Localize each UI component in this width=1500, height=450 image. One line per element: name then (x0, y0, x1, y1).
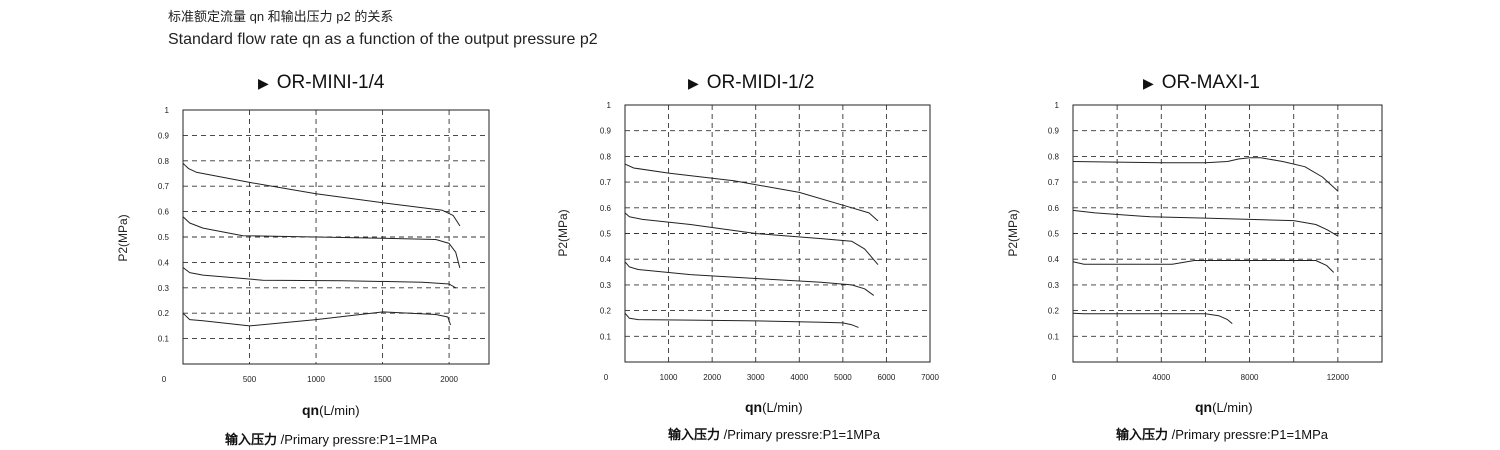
series-line-4 (182, 311, 451, 327)
y-tick-label: 0.2 (600, 307, 612, 316)
x-tick-label: 8000 (1241, 373, 1259, 382)
y-tick-label: 0.3 (158, 284, 170, 293)
play-triangle-icon: ▶ (688, 75, 699, 91)
footnote-cn: 输入压力 (668, 427, 721, 442)
series-line-1 (624, 163, 879, 222)
footnote-en: /Primary pressre:P1=1MPa (277, 432, 438, 447)
x-tick-label: 2000 (440, 375, 458, 384)
y-axis-label: P2(MPa) (116, 214, 130, 261)
x-tick-label: 4000 (790, 373, 808, 382)
footnote-en: /Primary pressre:P1=1MPa (720, 427, 881, 442)
y-tick-label: 1 (1055, 101, 1060, 110)
y-tick-label: 0.3 (1048, 281, 1060, 290)
page-title-chinese: 标准额定流量 qn 和输出压力 p2 的关系 (168, 9, 394, 24)
x-tick-label: 4000 (1152, 373, 1170, 382)
footnote-cn: 输入压力 (225, 432, 278, 447)
plot-frame (1072, 104, 1383, 363)
y-tick-label: 0.1 (1048, 332, 1060, 341)
y-tick-label: 0.6 (600, 204, 612, 213)
footnote-cn: 输入压力 (1116, 427, 1169, 442)
chart-title-mini: ▶ OR-MINI-1/4 (258, 72, 384, 94)
x-tick-label: 1000 (660, 373, 678, 382)
y-tick-label: 0.9 (158, 131, 170, 140)
y-tick-label: 0.2 (158, 309, 170, 318)
series-line-1 (182, 162, 461, 227)
y-tick-label: 0.5 (600, 230, 612, 239)
y-tick-label: 0.3 (600, 281, 612, 290)
series-line-4 (1072, 312, 1233, 324)
y-tick-label: 0.8 (1048, 152, 1060, 161)
footnote-maxi: 输入压力 /Primary pressre:P1=1MPa (1116, 424, 1328, 443)
x-tick-label: 2000 (703, 373, 721, 382)
x-axis-label-main: qn (302, 402, 320, 418)
chart-title-label: OR-MINI-1/4 (276, 72, 385, 93)
series-line-3 (182, 267, 457, 289)
series-line-4 (624, 312, 859, 328)
y-tick-label: 0.1 (600, 332, 612, 341)
x-axis-label-main: qn (1195, 399, 1213, 415)
y-tick-label: 0.7 (600, 178, 612, 187)
x-axis-label-main: qn (745, 399, 763, 415)
series-line-1 (1072, 157, 1339, 192)
y-tick-label: 0.9 (1048, 127, 1060, 136)
x-axis-label-unit: (L/min) (319, 403, 360, 418)
y-tick-label: 0.4 (600, 255, 612, 264)
y-tick-label: 1 (607, 101, 612, 110)
x-tick-label: 0 (1052, 373, 1057, 382)
plot-frame (182, 109, 490, 365)
play-triangle-icon: ▶ (1143, 75, 1154, 91)
chart-title-label: OR-MIDI-1/2 (706, 72, 815, 93)
x-axis-label-unit: (L/min) (1212, 400, 1253, 415)
x-axis-label-mini: qn(L/min) (302, 402, 360, 418)
x-tick-label: 0 (162, 375, 167, 384)
x-tick-label: 5000 (834, 373, 852, 382)
series-line-2 (182, 216, 461, 268)
y-tick-label: 0.7 (158, 182, 170, 191)
y-tick-label: 0.6 (158, 208, 170, 217)
series-line-2 (1072, 209, 1339, 237)
plot-frame (624, 104, 931, 363)
x-axis-label-maxi: qn(L/min) (1195, 399, 1253, 415)
y-tick-label: 0.1 (158, 335, 170, 344)
footnote-en: /Primary pressre:P1=1MPa (1168, 427, 1329, 442)
y-tick-label: 0.8 (600, 152, 612, 161)
y-tick-label: 0.8 (158, 157, 170, 166)
footnote-midi: 输入压力 /Primary pressre:P1=1MPa (668, 424, 880, 443)
chart-title-label: OR-MAXI-1 (1161, 72, 1260, 93)
page-title-english: Standard flow rate qn as a function of t… (168, 31, 598, 48)
x-tick-label: 3000 (747, 373, 765, 382)
play-triangle-icon: ▶ (258, 75, 269, 91)
x-axis-label-midi: qn(L/min) (745, 399, 803, 415)
series-line-3 (624, 261, 874, 296)
x-tick-label: 12000 (1327, 373, 1350, 382)
y-tick-label: 0.2 (1048, 307, 1060, 316)
y-tick-label: 0.9 (600, 127, 612, 136)
y-axis-label: P2(MPa) (1006, 209, 1020, 256)
y-tick-label: 0.5 (1048, 230, 1060, 239)
y-tick-label: 0.6 (1048, 204, 1060, 213)
y-tick-label: 0.7 (1048, 178, 1060, 187)
x-tick-label: 7000 (921, 373, 939, 382)
series-line-2 (624, 212, 879, 265)
y-tick-label: 0.5 (158, 233, 170, 242)
y-tick-label: 0.4 (1048, 255, 1060, 264)
x-tick-label: 0 (604, 373, 609, 382)
y-axis-label: P2(MPa) (556, 209, 570, 256)
x-axis-label-unit: (L/min) (762, 400, 803, 415)
chart-title-midi: ▶ OR-MIDI-1/2 (688, 72, 814, 94)
footnote-mini: 输入压力 /Primary pressre:P1=1MPa (225, 429, 437, 448)
y-tick-label: 1 (165, 106, 170, 115)
x-tick-label: 6000 (878, 373, 896, 382)
y-tick-label: 0.4 (158, 258, 170, 267)
x-tick-label: 1500 (374, 375, 392, 384)
x-tick-label: 1000 (307, 375, 325, 384)
x-tick-label: 500 (243, 375, 257, 384)
series-line-3 (1072, 260, 1334, 273)
chart-title-maxi: ▶ OR-MAXI-1 (1143, 72, 1260, 94)
